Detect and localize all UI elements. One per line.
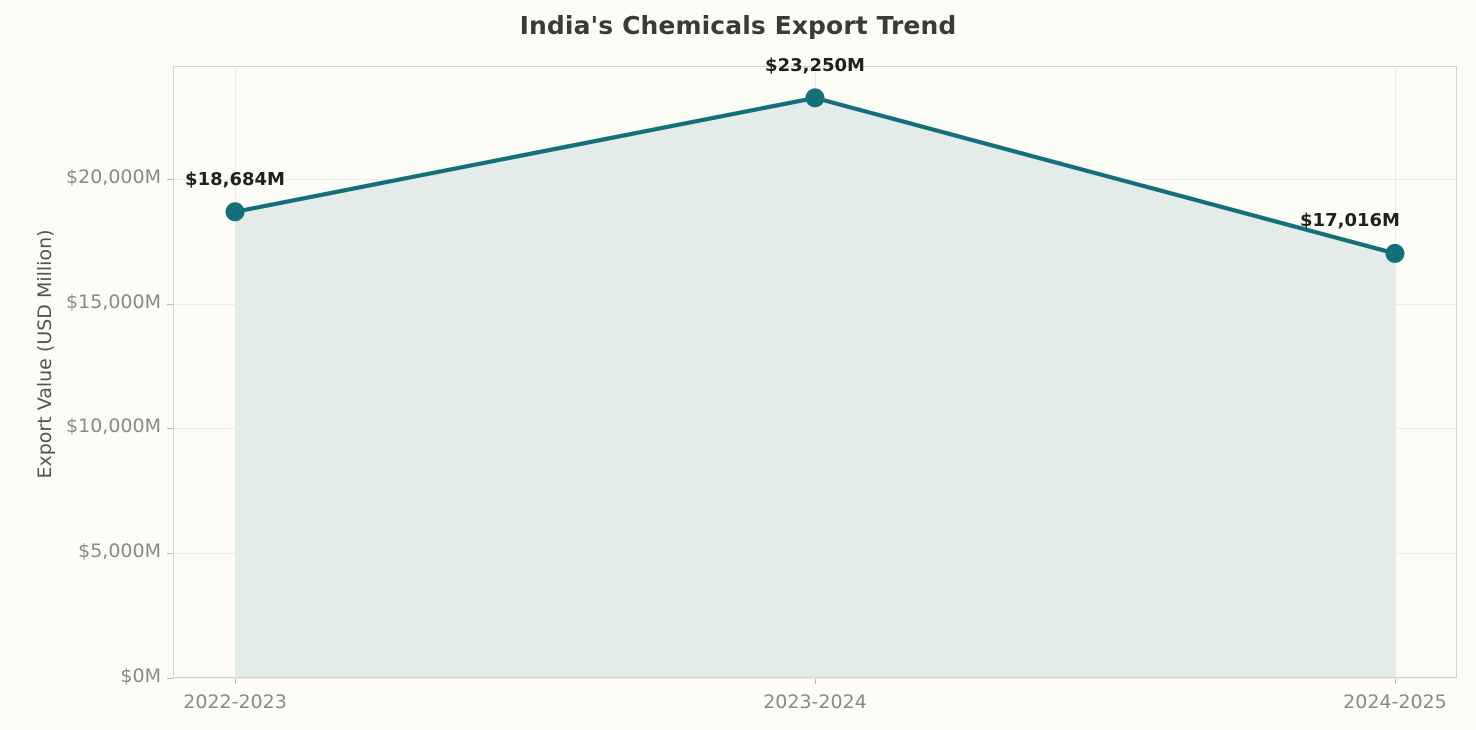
y-axis-tick-mark (167, 553, 173, 554)
data-point-markers (225, 88, 1405, 263)
y-axis-tick-mark (167, 428, 173, 429)
x-axis-tick-label: 2024-2025 (1343, 691, 1447, 713)
gridline-vertical (1395, 66, 1396, 678)
y-axis-tick-label: $5,000M (78, 540, 161, 563)
y-axis-tick-label: $20,000M (66, 165, 161, 188)
data-point-value-label: $18,684M (185, 168, 285, 190)
series-line-chart (225, 88, 1405, 678)
x-axis-tick-label: 2023-2024 (763, 691, 867, 713)
x-axis-tick-mark (235, 678, 236, 684)
plot-area (173, 66, 1457, 679)
x-axis-tick-label: 2022-2023 (183, 691, 287, 713)
data-point-marker[interactable] (805, 88, 825, 108)
gridline-horizontal (173, 678, 1457, 679)
y-axis-tick-label: $0M (120, 665, 161, 687)
y-axis-tick-label: $10,000M (66, 415, 161, 438)
data-point-value-label: $17,016M (1300, 210, 1400, 232)
x-axis-tick-mark (815, 678, 816, 684)
y-axis-tick-mark (167, 304, 173, 305)
y-axis-tick-label: $15,000M (66, 290, 161, 313)
data-point-value-label: $23,250M (765, 54, 865, 76)
x-axis-tick-mark (1395, 678, 1396, 684)
data-point-marker[interactable] (225, 202, 245, 222)
area-fill (235, 97, 1395, 678)
y-axis-label: Export Value (USD Million) (34, 229, 56, 479)
data-point-marker[interactable] (1385, 243, 1405, 263)
y-axis-tick-mark (167, 678, 173, 679)
y-axis-tick-mark (167, 179, 173, 180)
chart-title: India's Chemicals Export Trend (519, 11, 957, 40)
